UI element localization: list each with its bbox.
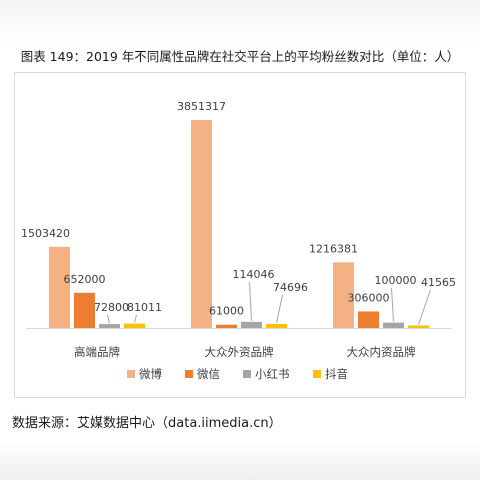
data-label-2-2: 61000 <box>209 305 244 318</box>
leader-line-2-3 <box>249 281 252 321</box>
bar-3-1 <box>333 262 354 328</box>
bar-3-3 <box>383 322 404 328</box>
legend-swatch-2 <box>185 370 193 378</box>
x-tick-label-3: 大众内资品牌 <box>347 345 416 359</box>
data-label-2-3: 114046 <box>233 268 275 281</box>
leader-line-3-4 <box>418 289 431 325</box>
data-label-1-3: 72800 <box>94 301 129 314</box>
legend-swatch-4 <box>313 370 321 378</box>
data-source: 数据来源：艾媒数据中心（data.iimedia.cn） <box>12 416 282 431</box>
bar-3-2 <box>358 311 379 328</box>
data-label-3-1: 1216381 <box>309 242 358 255</box>
data-label-2-1: 3851317 <box>177 100 226 113</box>
legend-label-3: 小红书 <box>255 367 290 381</box>
bar-1-2 <box>74 292 95 328</box>
figure-caption: 图表 149：2019 年不同属性品牌在社交平台上的平均粉丝数对比（单位：人） <box>20 49 460 64</box>
bar-2-1 <box>191 120 212 328</box>
bar-1-3 <box>99 324 120 328</box>
data-label-1-2: 652000 <box>64 273 106 286</box>
bar-1-1 <box>49 246 70 328</box>
leader-line-1-4 <box>134 314 137 323</box>
x-tick-label-2: 大众外资品牌 <box>205 345 274 359</box>
data-label-1-4: 81011 <box>127 301 162 314</box>
legend-swatch-1 <box>127 370 135 378</box>
leader-line-1-3 <box>107 314 110 324</box>
bar-1-4 <box>124 323 145 328</box>
leader-line-2-4 <box>276 294 283 324</box>
bar-3-4 <box>408 325 429 328</box>
legend-label-1: 微博 <box>139 367 162 381</box>
legend-label-4: 抖音 <box>325 367 348 381</box>
bar-2-3 <box>241 321 262 328</box>
legend-label-2: 微信 <box>197 367 220 381</box>
x-tick-label-1: 高端品牌 <box>74 345 120 359</box>
data-label-3-2: 306000 <box>348 291 390 304</box>
leader-line-3-3 <box>391 287 394 322</box>
data-label-2-4: 74696 <box>273 281 308 294</box>
bar-2-2 <box>216 324 237 328</box>
data-label-3-4: 41565 <box>421 276 456 289</box>
chart-frame <box>14 72 466 398</box>
data-label-3-3: 100000 <box>375 274 417 287</box>
bottom-gradient-band <box>0 440 480 480</box>
top-gradient-band <box>0 0 480 44</box>
bar-2-4 <box>266 323 287 328</box>
legend-swatch-3 <box>243 370 251 378</box>
data-label-1-1: 1503420 <box>21 227 70 240</box>
